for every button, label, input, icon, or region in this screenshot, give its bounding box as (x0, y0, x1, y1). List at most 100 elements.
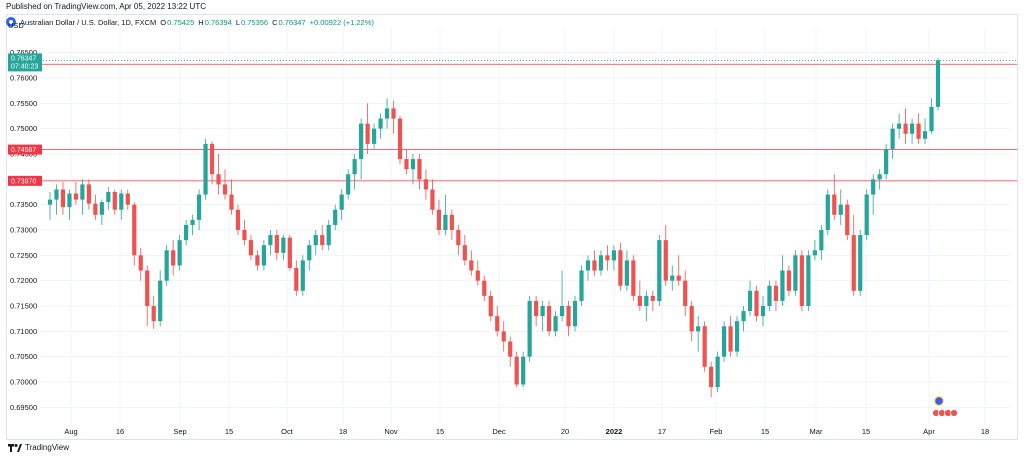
footer-brand[interactable]: TradingView (25, 443, 70, 452)
candle-body[interactable] (268, 235, 273, 246)
candle-body[interactable] (313, 235, 318, 246)
candle-body[interactable] (605, 255, 610, 261)
event-flag-icon[interactable] (950, 409, 958, 417)
candle-body[interactable] (86, 184, 91, 204)
candle-body[interactable] (851, 235, 856, 291)
candle-body[interactable] (806, 255, 811, 306)
candle-body[interactable] (391, 108, 396, 119)
candle-body[interactable] (845, 204, 850, 236)
candle-body[interactable] (352, 159, 357, 175)
candle-body[interactable] (488, 295, 493, 317)
candle-body[interactable] (728, 326, 733, 352)
candle-body[interactable] (106, 192, 111, 203)
candle-body[interactable] (378, 118, 383, 129)
candle-body[interactable] (683, 280, 688, 306)
candle-body[interactable] (462, 245, 467, 261)
candle-body[interactable] (825, 194, 830, 230)
candle-body[interactable] (838, 204, 843, 215)
candle-body[interactable] (689, 306, 694, 332)
candle-body[interactable] (99, 202, 104, 215)
candle-body[interactable] (333, 209, 338, 225)
candle-body[interactable] (780, 270, 785, 301)
candle-body[interactable] (566, 306, 571, 327)
candle-body[interactable] (611, 250, 617, 261)
candle-body[interactable] (145, 270, 150, 306)
candle-body[interactable] (482, 280, 487, 296)
candle-body[interactable] (521, 356, 526, 385)
candle-body[interactable] (371, 128, 377, 144)
candle-body[interactable] (793, 255, 798, 291)
candle-body[interactable] (300, 260, 305, 291)
candle-body[interactable] (456, 230, 461, 246)
candle-body[interactable] (158, 280, 163, 322)
event-flag-icon[interactable] (934, 396, 944, 406)
candle-body[interactable] (255, 255, 260, 266)
candle-body[interactable] (559, 306, 565, 317)
candle-body[interactable] (871, 179, 876, 195)
candle-body[interactable] (469, 260, 474, 271)
candle-body[interactable] (832, 194, 837, 215)
candle-body[interactable] (592, 260, 597, 271)
candle-body[interactable] (47, 199, 53, 205)
candle-body[interactable] (119, 193, 124, 210)
candle-body[interactable] (132, 204, 137, 256)
candle-body[interactable] (598, 255, 604, 271)
candle-body[interactable] (216, 174, 221, 185)
candle-body[interactable] (676, 275, 681, 281)
candle-body[interactable] (164, 250, 169, 281)
candle-body[interactable] (760, 306, 766, 317)
candle-body[interactable] (339, 194, 344, 210)
candle-body[interactable] (294, 268, 299, 291)
candle-body[interactable] (546, 306, 552, 332)
candle-body[interactable] (307, 245, 312, 261)
candle-body[interactable] (190, 219, 195, 225)
candle-body[interactable] (67, 193, 72, 208)
candle-body[interactable] (721, 326, 727, 357)
candle-body[interactable] (514, 356, 519, 385)
candle-body[interactable] (326, 224, 331, 246)
candle-body[interactable] (177, 240, 182, 266)
candle-body[interactable] (786, 270, 792, 291)
candle-body[interactable] (527, 300, 532, 357)
candle-body[interactable] (287, 237, 292, 268)
candle-body[interactable] (54, 189, 59, 200)
candle-body[interactable] (741, 311, 746, 322)
candle-body[interactable] (93, 203, 98, 215)
candle-body[interactable] (501, 331, 506, 342)
candle-body[interactable] (80, 184, 85, 200)
candle-body[interactable] (773, 285, 779, 301)
candle-body[interactable] (572, 300, 578, 327)
candle-body[interactable] (534, 300, 539, 317)
candle-body[interactable] (138, 255, 143, 271)
candle-body[interactable] (897, 123, 902, 129)
candle-body[interactable] (365, 123, 370, 144)
candle-body[interactable] (618, 250, 623, 286)
candle-body[interactable] (229, 194, 234, 210)
candle-body[interactable] (657, 240, 662, 301)
candle-body[interactable] (248, 240, 254, 256)
candle-body[interactable] (540, 306, 545, 317)
candle-body[interactable] (495, 316, 500, 332)
candle-body[interactable] (184, 224, 189, 241)
candle-body[interactable] (819, 230, 824, 251)
candle-body[interactable] (909, 123, 915, 134)
candle-body[interactable] (702, 326, 707, 367)
candle-body[interactable] (631, 260, 636, 296)
candle-body[interactable] (209, 143, 215, 175)
candle-body[interactable] (410, 159, 416, 170)
candle-body[interactable] (696, 326, 701, 332)
candle-body[interactable] (508, 341, 513, 357)
candle-body[interactable] (281, 237, 286, 253)
candle-body[interactable] (449, 214, 454, 230)
candle-body[interactable] (397, 118, 403, 160)
candle-body[interactable] (384, 108, 390, 119)
candle-body[interactable] (884, 148, 889, 175)
candle-body[interactable] (734, 321, 740, 352)
candle-body[interactable] (747, 290, 753, 312)
candle-body[interactable] (436, 209, 442, 230)
candle-body[interactable] (877, 174, 882, 180)
candle-body[interactable] (935, 60, 941, 107)
candle-body[interactable] (903, 123, 908, 134)
candle-body[interactable] (767, 285, 772, 306)
